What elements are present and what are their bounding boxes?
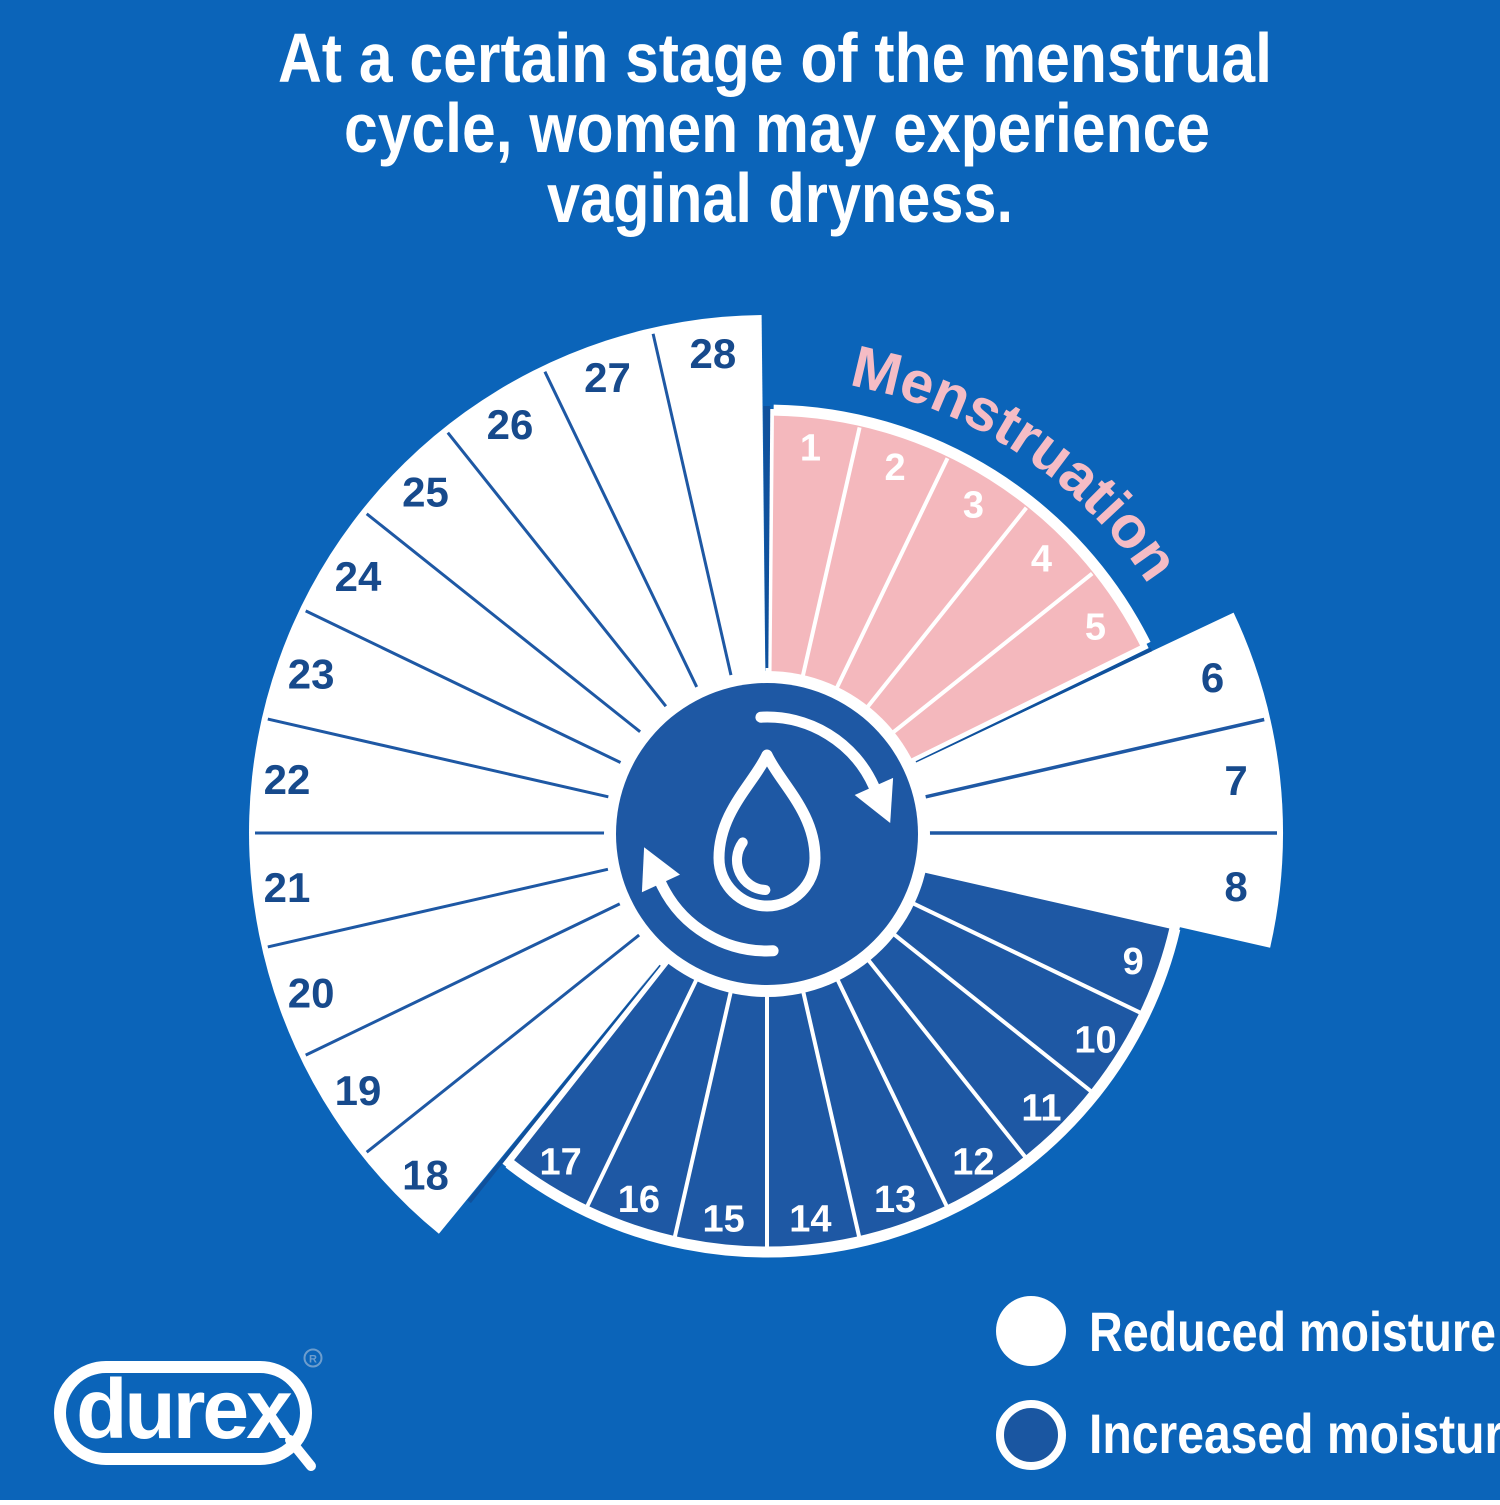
- svg-text:28: 28: [690, 330, 737, 377]
- svg-text:At a certain stage of the mens: At a certain stage of the menstrual: [278, 19, 1272, 97]
- svg-text:16: 16: [618, 1179, 660, 1221]
- svg-text:18: 18: [402, 1152, 449, 1199]
- svg-text:7: 7: [1224, 757, 1247, 804]
- svg-text:4: 4: [1031, 539, 1052, 581]
- svg-text:19: 19: [335, 1067, 382, 1114]
- svg-text:21: 21: [264, 864, 311, 911]
- svg-text:11: 11: [1021, 1087, 1061, 1129]
- svg-text:Reduced moisture: Reduced moisture: [1089, 1300, 1496, 1363]
- svg-text:durex: durex: [76, 1362, 293, 1456]
- svg-text:cycle, women may experience: cycle, women may experience: [344, 89, 1210, 167]
- svg-text:9: 9: [1123, 941, 1144, 983]
- svg-text:17: 17: [539, 1142, 581, 1184]
- svg-text:6: 6: [1201, 654, 1224, 701]
- svg-text:1: 1: [800, 427, 821, 469]
- svg-text:Increased moisture: Increased moisture: [1089, 1402, 1500, 1465]
- svg-text:vaginal dryness.: vaginal dryness.: [547, 159, 1013, 237]
- svg-text:26: 26: [487, 401, 534, 448]
- svg-text:23: 23: [288, 651, 335, 698]
- svg-text:10: 10: [1074, 1019, 1116, 1061]
- svg-text:20: 20: [288, 970, 335, 1017]
- svg-text:13: 13: [874, 1179, 916, 1221]
- svg-text:15: 15: [702, 1199, 744, 1241]
- svg-text:22: 22: [264, 756, 311, 803]
- svg-text:25: 25: [402, 469, 449, 516]
- svg-text:8: 8: [1224, 863, 1247, 910]
- svg-text:R: R: [309, 1354, 317, 1366]
- svg-text:12: 12: [952, 1142, 994, 1184]
- svg-text:27: 27: [584, 354, 631, 401]
- svg-text:24: 24: [335, 553, 382, 600]
- svg-text:5: 5: [1085, 607, 1106, 649]
- svg-text:2: 2: [885, 447, 906, 489]
- svg-text:3: 3: [963, 485, 984, 527]
- svg-text:14: 14: [789, 1199, 831, 1241]
